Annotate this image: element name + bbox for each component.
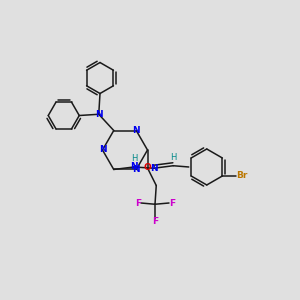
Text: H: H xyxy=(131,154,137,164)
Text: H: H xyxy=(171,153,177,162)
Text: N: N xyxy=(132,126,140,135)
Text: F: F xyxy=(135,199,141,208)
Text: N: N xyxy=(95,110,103,119)
Text: Br: Br xyxy=(236,172,248,181)
Text: N: N xyxy=(130,163,138,172)
Text: N: N xyxy=(132,165,140,174)
Text: F: F xyxy=(169,199,175,208)
Text: O: O xyxy=(144,164,152,172)
Text: N: N xyxy=(150,164,158,173)
Text: F: F xyxy=(152,217,158,226)
Text: N: N xyxy=(99,146,106,154)
